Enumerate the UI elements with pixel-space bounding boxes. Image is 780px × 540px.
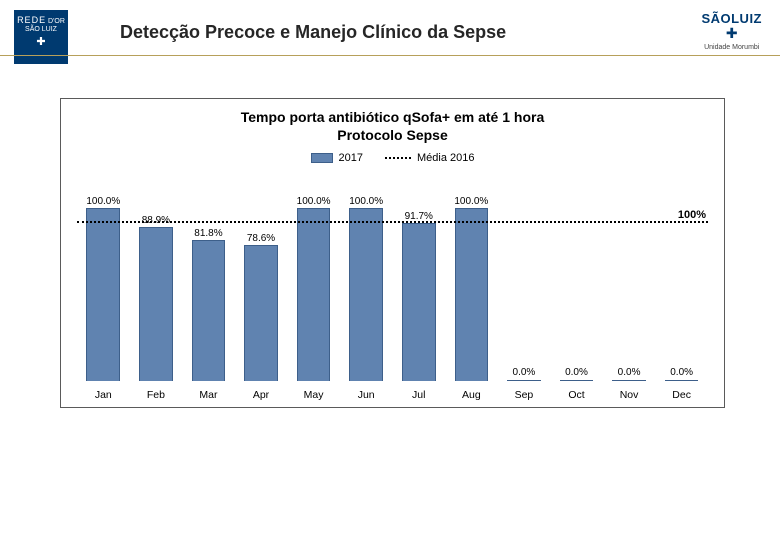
bar-value-label: 81.8% (189, 228, 227, 239)
bar: 100.0% (297, 208, 331, 381)
bar-value-label: 100.0% (295, 196, 333, 207)
bar-value-label: 0.0% (610, 367, 648, 378)
bar: 88.9% (139, 227, 173, 381)
bar-value-label: 0.0% (558, 367, 596, 378)
bar-value-label: 0.0% (663, 367, 701, 378)
x-axis-tick: Sep (498, 389, 551, 401)
bar-slot: 0.0% (498, 191, 551, 381)
legend-swatch-icon (311, 153, 333, 163)
bar-slot: 100.0% (445, 191, 498, 381)
logo-right-line1: SÃOLUIZ (701, 11, 762, 26)
x-axis-tick: Dec (655, 389, 708, 401)
cross-icon: ✚ (14, 36, 68, 48)
bar-slot: 78.6% (235, 191, 288, 381)
media-label: 100% (678, 209, 706, 221)
x-axis-tick: Nov (603, 389, 656, 401)
cross-icon: ✚ (701, 26, 762, 41)
bar-slot: 0.0% (550, 191, 603, 381)
x-axis: JanFebMarAprMayJunJulAugSepOctNovDec (77, 389, 708, 401)
bar: 0.0% (612, 380, 646, 381)
header-rule (0, 55, 780, 56)
x-axis-tick: May (287, 389, 340, 401)
logo-left-line2: D'OR (48, 18, 65, 25)
bar-slot: 88.9% (130, 191, 183, 381)
x-axis-tick: Feb (130, 389, 183, 401)
bar-value-label: 100.0% (452, 196, 490, 207)
logo-left-line3: SÃO LUIZ (25, 26, 57, 33)
bar: 0.0% (560, 380, 594, 381)
legend-series: 2017 (311, 152, 363, 164)
x-axis-tick: Aug (445, 389, 498, 401)
x-axis-tick: Oct (550, 389, 603, 401)
x-axis-tick: Jan (77, 389, 130, 401)
bar-value-label: 100.0% (84, 196, 122, 207)
header: REDE D'OR SÃO LUIZ ✚ Detecção Precoce e … (0, 0, 780, 72)
bar-value-label: 0.0% (505, 367, 543, 378)
bar: 81.8% (192, 240, 226, 381)
legend-media: Média 2016 (385, 152, 475, 164)
bar-slot: 100.0% (287, 191, 340, 381)
bar-value-label: 100.0% (347, 196, 385, 207)
bar-slot: 0.0% (603, 191, 656, 381)
plot-area: 100.0%88.9%81.8%78.6%100.0%100.0%91.7%10… (77, 191, 708, 381)
bar: 100.0% (349, 208, 383, 381)
bar: 91.7% (402, 223, 436, 381)
x-axis-tick: Jun (340, 389, 393, 401)
x-axis-tick: Jul (392, 389, 445, 401)
bar-slot: 91.7% (392, 191, 445, 381)
bar: 100.0% (455, 208, 489, 381)
chart-title-line1: Tempo porta antibiótico qSofa+ em até 1 … (241, 109, 545, 125)
chart-title-line2: Protocolo Sepse (337, 127, 447, 143)
bar: 78.6% (244, 245, 278, 381)
x-axis-tick: Apr (235, 389, 288, 401)
chart-title: Tempo porta antibiótico qSofa+ em até 1 … (61, 99, 724, 144)
bar: 100.0% (86, 208, 120, 381)
legend-media-label: Média 2016 (417, 152, 475, 164)
page-title: Detecção Precoce e Manejo Clínico da Sep… (120, 22, 506, 43)
media-line (77, 221, 708, 223)
bar: 0.0% (665, 380, 699, 381)
chart-legend: 2017 Média 2016 (61, 152, 724, 164)
bar: 0.0% (507, 380, 541, 381)
bar-slot: 100.0% (340, 191, 393, 381)
legend-dash-icon (385, 157, 411, 159)
logo-right: SÃOLUIZ ✚ Unidade Morumbi (701, 12, 762, 52)
bar-slot: 81.8% (182, 191, 235, 381)
logo-left-line1: REDE (17, 15, 46, 25)
x-axis-tick: Mar (182, 389, 235, 401)
bars-row: 100.0%88.9%81.8%78.6%100.0%100.0%91.7%10… (77, 191, 708, 381)
bar-slot: 100.0% (77, 191, 130, 381)
bar-value-label: 78.6% (242, 233, 280, 244)
legend-series-label: 2017 (339, 152, 363, 164)
chart-container: Tempo porta antibiótico qSofa+ em até 1 … (60, 98, 725, 408)
logo-right-line2: Unidade Morumbi (704, 44, 759, 51)
